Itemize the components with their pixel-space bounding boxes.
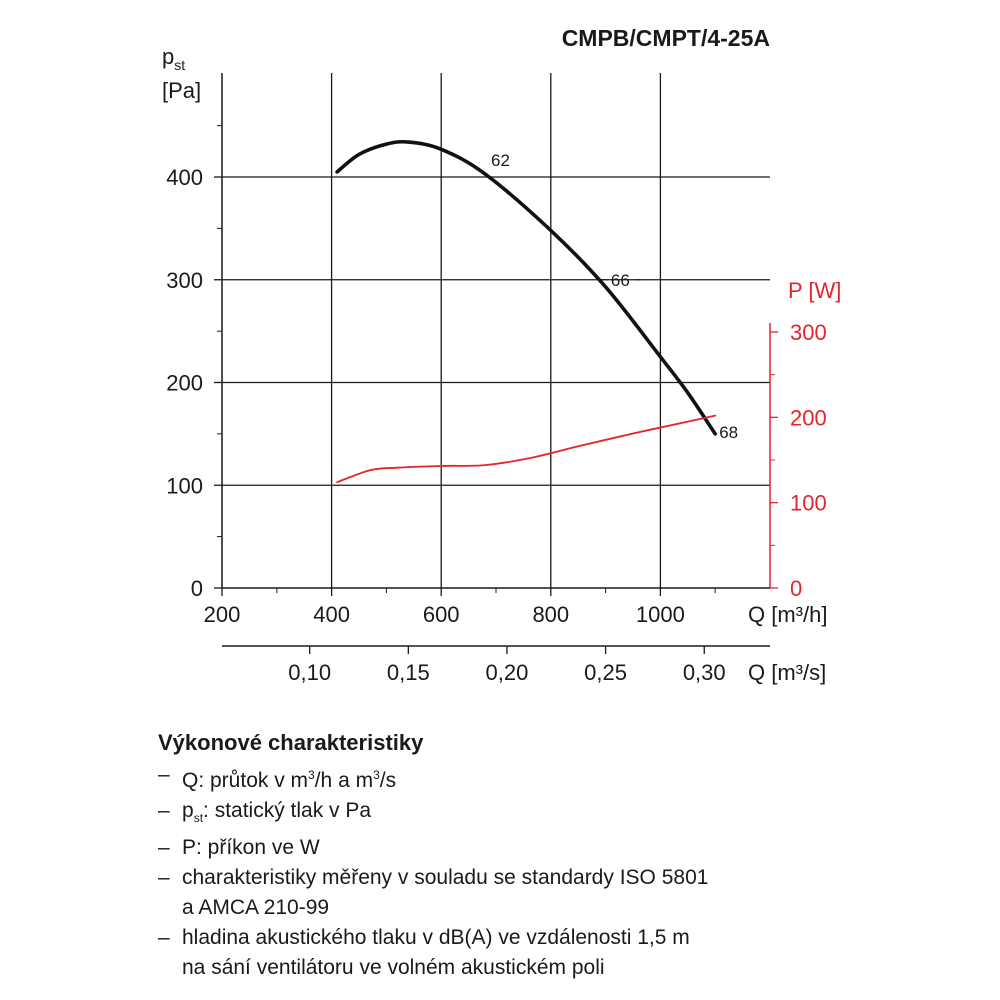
chart-title: CMPB/CMPT/4-25A [562,25,770,51]
legend-item-standards: – charakteristiky měřeny v souladu se st… [158,863,958,923]
x2-tick-label: 0,30 [683,660,726,685]
x2-tick-label: 0,20 [486,660,529,685]
legend-text: P: příkon ve W [182,836,320,860]
x2-axis-label: Q [m³/s] [748,660,826,685]
legend-item-flow: – Q: průtok v m3/h a m3/s [158,760,958,796]
legend: Výkonové charakteristiky – Q: průtok v m… [158,728,958,983]
power-curve [336,414,717,484]
y-left-tick-label: 0 [191,576,203,601]
y-left-axis-label: pst [162,44,185,73]
y-right-tick-label: 0 [790,576,802,601]
y-left-tick-label: 300 [166,268,203,293]
x-tick-label: 200 [204,602,241,627]
legend-item-power: – P: příkon ve W [158,833,958,863]
performance-chart: 0 100 200 300 400 0 100 200 300 200 400 600 800 1000 0… [162,25,841,685]
y-left-axis-unit: [Pa] [162,78,201,103]
legend-dash: – [158,866,170,890]
legend-title: Výkonové charakteristiky [158,730,424,755]
x-tick-label: 400 [313,602,350,627]
y-right-tick-label: 100 [790,491,827,516]
legend-dash: – [158,836,170,860]
legend-item-noise: – hladina akustického tlaku v dB(A) ve v… [158,923,958,983]
legend-text: hladina akustického tlaku v dB(A) ve vzd… [182,926,690,980]
x-tick-label: 1000 [636,602,685,627]
x2-tick-label: 0,10 [288,660,331,685]
x2-tick-label: 0,15 [387,660,430,685]
axes [214,73,778,654]
y-right-tick-label: 300 [790,320,827,345]
annotation-label: 62 [491,151,510,170]
y-left-tick-label: 100 [166,473,203,498]
labels: 0 100 200 300 400 0 100 200 300 200 400 600 800 1000 0… [162,25,841,685]
annotation-label: 68 [719,423,738,442]
legend-text: Q: průtok v m3/h a m3/s [182,768,397,792]
series [335,139,717,484]
x-tick-label: 800 [532,602,569,627]
x2-tick-label: 0,25 [584,660,627,685]
legend-item-pressure: – pst: statický tlak v Pa [158,796,958,833]
x-axis-label: Q [m³/h] [748,602,827,627]
legend-text: pst: statický tlak v Pa [182,799,372,826]
legend-dash: – [158,763,170,786]
x-tick-label: 600 [423,602,460,627]
annotation-label: 66 [611,271,630,290]
legend-text: charakteristiky měřeny v souladu se stan… [182,866,709,920]
y-right-axis-label: P [W] [788,278,841,303]
y-left-tick-label: 200 [166,371,203,396]
y-right-tick-label: 200 [790,405,827,430]
pressure-curve [335,139,717,436]
legend-dash: – [158,926,170,950]
legend-dash: – [158,799,170,822]
y-left-tick-label: 400 [166,165,203,190]
grid [222,73,770,588]
